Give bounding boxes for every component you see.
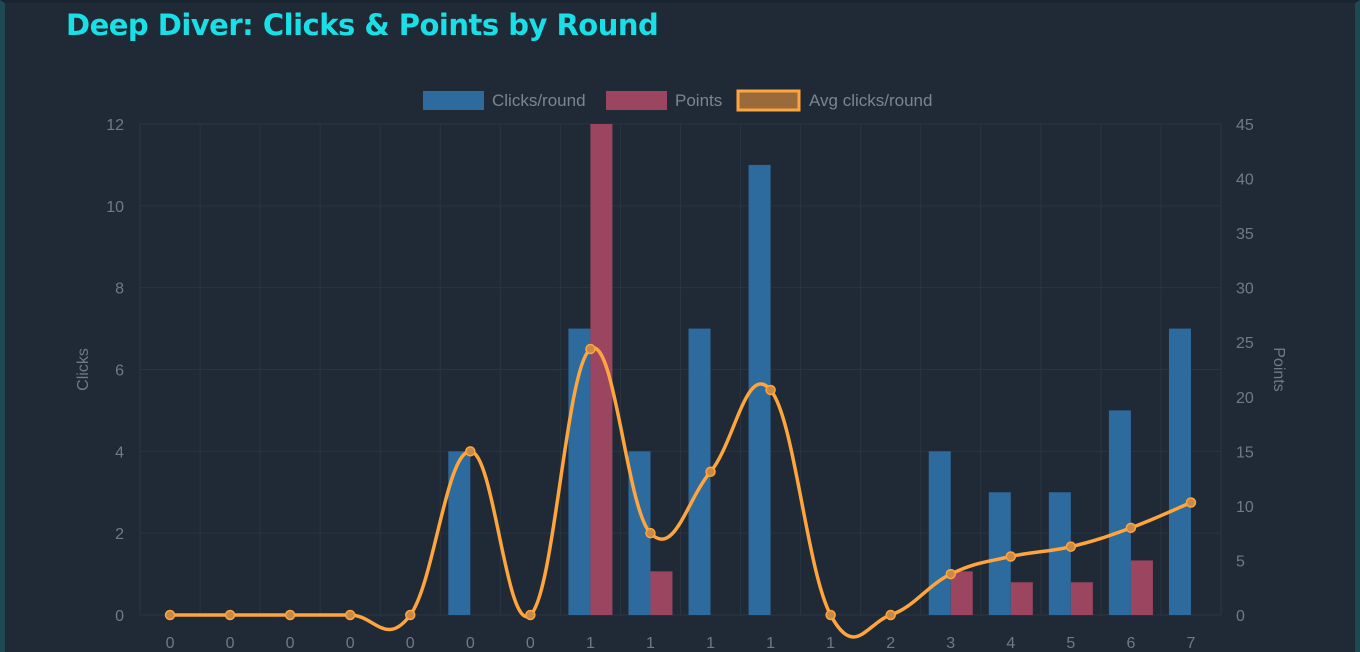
x-tick-label: 1: [586, 635, 595, 652]
bar-clicks: [748, 164, 771, 615]
avg-point: [705, 466, 716, 478]
legend-item-clicks-swatch: [423, 91, 484, 110]
y-right-tick-label: 45: [1236, 117, 1254, 134]
y-left-tick-label: 4: [115, 444, 124, 461]
y-right-tick-label: 0: [1236, 608, 1245, 625]
legend-item-points-swatch: [606, 91, 667, 110]
bar-clicks: [1168, 328, 1191, 615]
x-tick-label: 1: [766, 635, 775, 652]
bar-points: [1010, 582, 1033, 615]
avg-point: [405, 609, 416, 621]
y-left-tick-label: 6: [115, 363, 124, 380]
avg-point: [945, 568, 956, 580]
bar-points: [1070, 582, 1093, 615]
x-tick-label: 0: [226, 635, 235, 652]
y-right-tick-label: 20: [1236, 390, 1254, 407]
avg-point: [1005, 551, 1017, 562]
avg-point: [645, 527, 656, 539]
y-left-tick-label: 2: [115, 526, 124, 543]
legend-item-avg-label: Avg clicks/round: [809, 91, 932, 110]
bar-clicks: [1108, 410, 1131, 615]
x-tick-label: 0: [286, 635, 295, 652]
y-right-tick-label: 25: [1236, 335, 1254, 352]
x-tick-label: 4: [1006, 635, 1015, 652]
y-right-tick-label: 15: [1236, 444, 1254, 461]
page-title: Deep Diver: Clicks & Points by Round: [66, 8, 659, 42]
y-right-tick-label: 30: [1236, 281, 1254, 298]
x-tick-label: 1: [826, 635, 835, 652]
avg-point: [525, 609, 536, 621]
x-tick-label: 0: [346, 635, 355, 652]
avg-point: [585, 343, 596, 355]
y-right-tick-label: 10: [1236, 499, 1254, 516]
legend-item-clicks-label: Clicks/round: [492, 91, 586, 110]
avg-point: [885, 609, 896, 621]
y-right-axis-title: Points: [1270, 347, 1287, 391]
avg-point: [825, 609, 836, 621]
x-tick-label: 0: [406, 635, 415, 652]
grid-lines: [139, 123, 1222, 616]
avg-point: [1185, 497, 1197, 508]
x-tick-label: 3: [946, 635, 955, 652]
avg-point: [1125, 522, 1137, 534]
y-left-axis-title: Clicks: [75, 348, 92, 391]
bar-points: [590, 124, 613, 615]
x-tick-label: 2: [886, 635, 895, 652]
avg-point: [224, 609, 236, 621]
bar-points: [1130, 560, 1153, 615]
y-right-tick-label: 40: [1236, 172, 1254, 189]
legend-item-points-label: Points: [675, 91, 722, 110]
bar-clicks: [988, 492, 1011, 615]
avg-point: [765, 384, 776, 396]
x-tick-label: 0: [526, 635, 535, 652]
x-tick-label: 0: [466, 635, 475, 652]
bar-clicks: [1048, 492, 1071, 615]
x-tick-label: 6: [1126, 635, 1135, 652]
avg-point: [465, 446, 476, 457]
x-tick-label: 7: [1187, 635, 1196, 652]
bar-points: [650, 571, 673, 615]
x-tick-label: 0: [166, 635, 175, 652]
avg-point: [344, 609, 356, 621]
legend: Clicks/round Points Avg clicks/round: [423, 89, 932, 112]
bar-clicks: [688, 328, 711, 615]
y-left-tick-label: 8: [115, 281, 124, 298]
y-left-tick-label: 12: [106, 117, 124, 134]
avg-point: [1065, 541, 1077, 552]
x-tick-label: 5: [1066, 635, 1075, 652]
y-left-tick-label: 10: [106, 199, 124, 216]
x-tick-label: 1: [646, 635, 655, 652]
bar-clicks: [928, 451, 951, 615]
legend-item-avg-swatch: [736, 89, 801, 112]
avg-point: [284, 609, 296, 621]
x-tick-label: 1: [706, 635, 715, 652]
avg-point: [164, 609, 176, 621]
y-left-tick-label: 0: [115, 608, 124, 625]
y-right-tick-label: 35: [1236, 226, 1254, 243]
bar-points: [950, 571, 973, 615]
bar-clicks: [448, 451, 471, 615]
y-right-tick-label: 5: [1236, 553, 1245, 570]
